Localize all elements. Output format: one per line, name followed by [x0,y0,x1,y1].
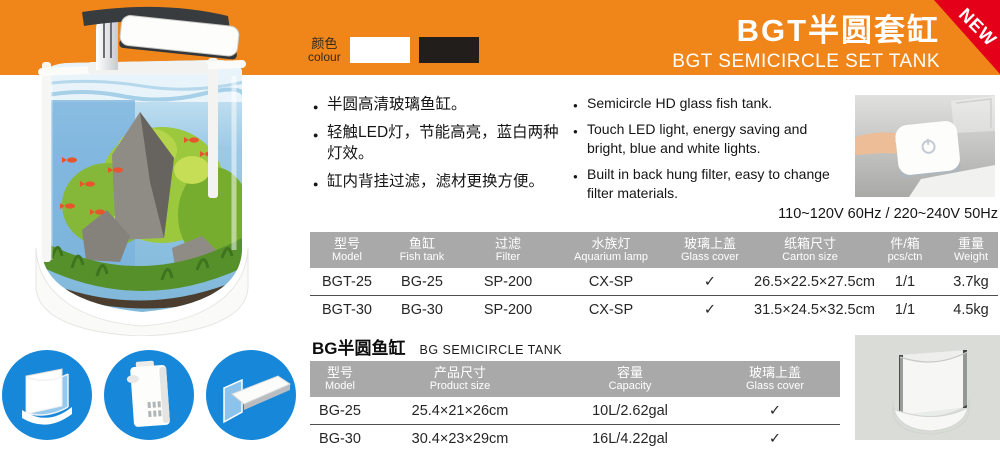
set-table: 型号 Model 鱼缸 Fish tank 过滤 Filter 水族灯 Aquarium… [310,232,998,323]
table-cell: 1/1 [894,301,916,318]
white-swatch [349,37,410,64]
column-header: 容量 Capacity [608,364,652,393]
table-cell: BG-30 [319,430,361,447]
table-cell: BGT-30 [322,301,372,318]
hang-on-filter-icon [104,350,194,440]
feature-list-chinese: 半圆高清玻璃鱼缸。 轻触LED灯，节能高亮，蓝白两种灯效。 缸内背挂过滤，滤材更… [313,94,569,199]
new-ribbon-label: NEW [954,4,1000,51]
table-cell: SP-200 [483,301,533,318]
table-cell: 30.4×23×29cm [411,430,509,447]
new-ribbon: NEW [934,0,1000,74]
column-header: 水族灯 Aquarium lamp [574,235,648,264]
color-label-cn: 颜色 [311,36,338,51]
title-chinese: BGT半圆套缸 [736,13,940,48]
voltage-note: 110~120V 60Hz / 220~240V 50Hz [778,206,998,222]
feature-item: Semicircle HD glass fish tank. [573,94,849,115]
checkmark: ✓ [703,301,717,318]
page-title: BGT半圆套缸 BGT SEMICIRCLE SET TANK [672,5,940,73]
tank-table: 型号 Model 产品尺寸 Product size 容量 Capacity 玻璃上盖… [310,361,840,450]
feature-item: 半圆高清玻璃鱼缸。 [313,94,569,118]
color-label-en: colour [308,49,341,64]
table-row: BG-30 30.4×23×29cm 16L/4.22gal ✓ [310,425,840,450]
section-title-chinese: BG半圆鱼缸 [312,339,406,358]
touch-led-light-photo [855,95,995,197]
table-row: BGT-30 BG-30 SP-200 CX-SP ✓ 31.5×24.5×32… [310,296,998,323]
feature-list-english: Semicircle HD glass fish tank. Touch LED… [573,94,849,210]
column-header: 玻璃上盖 Glass cover [680,235,740,264]
table-cell: 26.5×22.5×27.5cm [754,273,875,290]
section-title-english: BG SEMICIRCLE TANK [419,343,563,357]
table-cell: 25.4×21×26cm [411,402,509,419]
black-swatch [418,37,479,64]
table-cell: 1/1 [894,273,916,290]
table-cell: BG-25 [401,273,443,290]
feature-item: Built in back hung filter, easy to chang… [573,165,849,203]
color-label: 颜色 colour [308,37,341,63]
table-cell: BGT-25 [322,273,372,290]
title-english: BGT SEMICIRCLE SET TANK [672,51,940,72]
table-cell: 31.5×24.5×32.5cm [754,301,875,318]
column-header: 纸箱尺寸 Carton size [782,235,838,264]
component-thumbnails [2,350,296,440]
semicircle-tank-sketch [855,335,1000,440]
feature-item: 缸内背挂过滤，滤材更换方便。 [313,171,569,195]
semicircle-tank-icon [2,350,92,440]
checkmark: ✓ [768,402,782,419]
table-cell: BG-25 [319,402,361,419]
feature-item: 轻触LED灯，节能高亮，蓝白两种灯效。 [313,122,569,164]
feature-item: Touch LED light, energy saving and brigh… [573,120,849,158]
table-cell: 4.5kg [953,301,989,318]
section-title: BG半圆鱼缸 BG SEMICIRCLE TANK [312,334,562,359]
column-header: 玻璃上盖 Glass cover [745,364,805,393]
table-cell: CX-SP [588,301,634,318]
checkmark: ✓ [768,430,782,447]
table-cell: 10L/2.62gal [592,402,668,419]
table-cell: 16L/4.22gal [592,430,668,447]
column-header: 重量 Weight [953,235,989,264]
column-header: 件/箱 pcs/ctn [887,235,923,264]
table-row: BG-25 25.4×21×26cm 10L/2.62gal ✓ [310,397,840,425]
set-table-header: 型号 Model 鱼缸 Fish tank 过滤 Filter 水族灯 Aquarium… [310,232,998,268]
table-cell: CX-SP [588,273,634,290]
aquarium-tank-illustration [35,6,249,337]
tank-sketch-illustration [855,335,1000,440]
table-cell: 3.7kg [953,273,989,290]
color-options: 颜色 colour [308,37,479,64]
column-header: 型号 Model [325,364,355,393]
led-lid-icon [206,350,296,440]
tank-table-header: 型号 Model 产品尺寸 Product size 容量 Capacity 玻璃上盖… [310,361,840,397]
table-cell: SP-200 [483,273,533,290]
checkmark: ✓ [703,273,717,290]
column-header: 鱼缸 Fish tank [399,235,445,264]
table-cell: BG-30 [401,301,443,318]
touch-led-illustration [855,95,995,197]
column-header: 型号 Model [332,235,362,264]
column-header: 产品尺寸 Product size [429,364,491,393]
column-header: 过滤 Filter [494,235,521,264]
table-row: BGT-25 BG-25 SP-200 CX-SP ✓ 26.5×22.5×27… [310,268,998,296]
aquarium-tank-photo [12,0,274,337]
